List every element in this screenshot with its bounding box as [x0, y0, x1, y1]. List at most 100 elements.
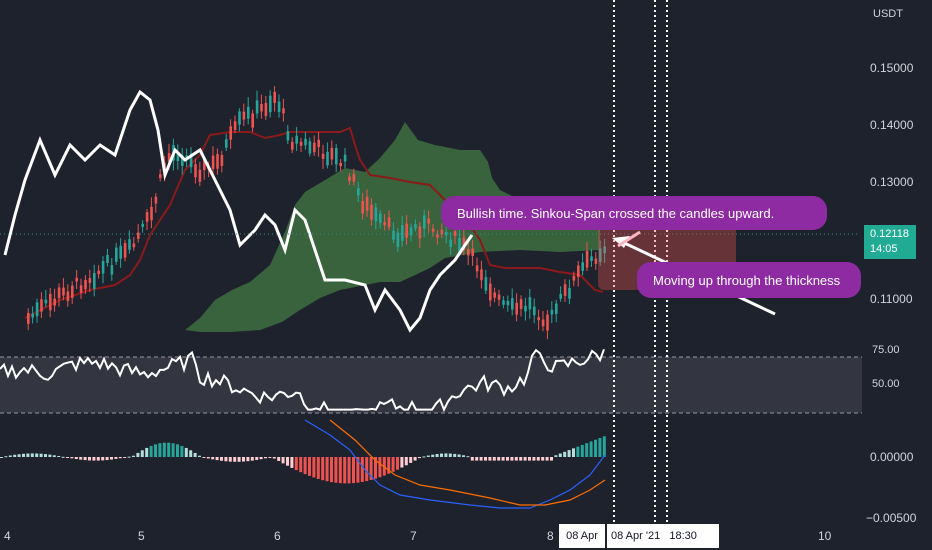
- macd-histogram-bar: [589, 441, 593, 457]
- macd-histogram-bar: [206, 457, 210, 459]
- macd-histogram-bar: [110, 457, 113, 460]
- candle-body: [599, 248, 602, 263]
- macd-histogram-bar: [145, 447, 149, 457]
- candle-body: [555, 303, 558, 315]
- macd-histogram-bar: [52, 455, 56, 457]
- candle-body: [387, 217, 391, 228]
- macd-histogram-bar: [114, 457, 118, 459]
- macd-histogram-bar: [347, 457, 351, 484]
- macd-histogram-bar: [66, 457, 69, 458]
- macd-histogram-bar: [457, 454, 461, 457]
- macd-histogram-bar: [140, 450, 144, 457]
- macd-histogram-bar: [136, 452, 140, 457]
- crosshair-time-label: 08 Apr '21 18:30: [607, 524, 719, 548]
- candle-body: [550, 309, 554, 315]
- candle-body: [445, 231, 448, 236]
- macd-histogram-bar: [193, 452, 197, 457]
- macd-histogram-bar: [8, 455, 12, 457]
- macd-histogram-bar: [88, 457, 91, 461]
- macd-histogram-bar: [558, 453, 562, 457]
- candle-body: [348, 176, 351, 181]
- candle-body: [489, 283, 492, 301]
- macd-histogram-bar: [484, 457, 487, 461]
- macd-histogram-bar: [294, 457, 298, 471]
- kijun-line: [24, 126, 604, 319]
- candle-body: [251, 113, 254, 128]
- macd-histogram-bar: [0, 457, 3, 458]
- price-tick-label: 0.15000: [870, 61, 914, 75]
- candle-body: [291, 141, 294, 150]
- candle-body: [440, 229, 444, 235]
- ichimoku-cloud: [185, 122, 600, 332]
- macd-histogram-bar: [479, 457, 483, 461]
- candle-body: [374, 207, 378, 222]
- macd-histogram-bar: [325, 457, 329, 482]
- candle-body: [317, 139, 320, 148]
- macd-histogram-bar: [541, 457, 545, 461]
- candle-body: [357, 188, 360, 196]
- candle-body: [568, 287, 571, 299]
- macd-histogram-bar: [154, 444, 157, 457]
- macd-histogram-bar: [365, 457, 369, 482]
- macd-histogram-bar: [374, 457, 377, 479]
- macd-histogram-bar: [79, 457, 83, 460]
- candle-body: [203, 159, 206, 170]
- candle-body: [365, 196, 369, 211]
- candle-body: [405, 223, 408, 238]
- macd-histogram-bar: [101, 457, 105, 461]
- macd-histogram-bar: [61, 456, 65, 458]
- current-price-tag[interactable]: 0.12118 14:05: [864, 225, 916, 259]
- candle-body: [229, 126, 232, 140]
- candle-body: [242, 111, 246, 120]
- annotation-moving-up[interactable]: Moving up through the thickness: [637, 262, 861, 298]
- candle-body: [563, 284, 567, 296]
- macd-histogram-bar: [563, 451, 567, 457]
- macd-histogram-bar: [30, 453, 34, 457]
- candle-body: [449, 239, 452, 247]
- macd-histogram-bar: [83, 457, 87, 461]
- candle-body: [335, 148, 338, 165]
- macd-line: [304, 419, 606, 509]
- annotation-bullish[interactable]: Bullish time. Sinkou-Span crossed the ca…: [441, 196, 827, 230]
- chikou-span-line: [0, 89, 860, 333]
- macd-histogram-bar: [202, 457, 206, 458]
- candle-body: [392, 230, 395, 240]
- candle-body: [480, 269, 483, 281]
- candle-body: [233, 121, 237, 130]
- macd-histogram-bar: [602, 436, 606, 457]
- candle-body: [269, 95, 272, 113]
- candle-body: [519, 299, 523, 309]
- macd-histogram-bar: [158, 443, 162, 457]
- macd-histogram-bar: [198, 455, 201, 457]
- candle-body: [216, 154, 219, 169]
- macd-histogram-bar: [497, 457, 501, 461]
- candle-body: [110, 265, 114, 275]
- candle-body: [321, 153, 325, 159]
- candle-body: [159, 174, 162, 179]
- macd-histogram-bar: [567, 450, 571, 457]
- macd-histogram-bar: [475, 457, 479, 461]
- price-tick-label: 0.11000: [870, 292, 913, 306]
- macd-histogram-bar: [501, 457, 505, 461]
- macd-histogram-bar: [132, 455, 135, 457]
- candle-body: [273, 91, 276, 103]
- candle-body: [502, 300, 505, 305]
- candle-body: [255, 100, 259, 114]
- candle-body: [198, 169, 202, 182]
- macd-histogram-bar: [44, 454, 47, 457]
- candle-body: [44, 299, 48, 304]
- candle-body: [128, 239, 131, 250]
- macd-histogram-bar: [299, 457, 303, 473]
- candle-body: [343, 154, 347, 162]
- candle-body: [132, 243, 136, 248]
- macd-histogram-bar: [409, 457, 413, 463]
- macd-histogram-bar: [162, 442, 166, 457]
- price-tick-label: 0.14000: [870, 118, 914, 132]
- candle-body: [181, 155, 184, 166]
- macd-histogram-bar: [356, 457, 360, 483]
- macd-histogram-bar: [22, 453, 25, 457]
- candle-body: [431, 228, 435, 232]
- cloud-area: [185, 122, 600, 332]
- macd-histogram-bar: [149, 445, 153, 457]
